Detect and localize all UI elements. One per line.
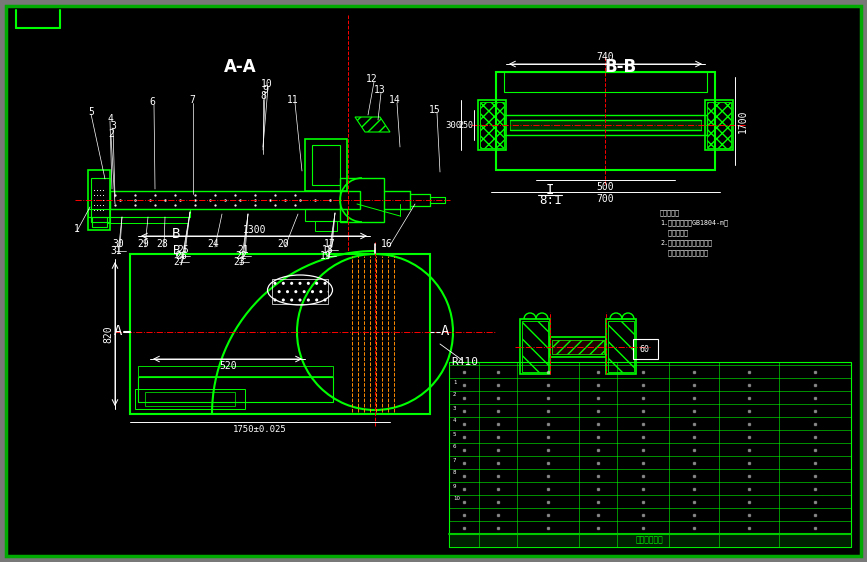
Text: R410: R410 — [452, 357, 479, 367]
Bar — [135, 389, 245, 409]
Bar — [707, 102, 731, 148]
Bar — [496, 72, 715, 170]
Text: I: I — [546, 183, 554, 197]
Bar — [478, 100, 506, 150]
Text: 5: 5 — [88, 107, 94, 117]
Text: 17: 17 — [324, 239, 336, 249]
Text: A-A: A-A — [224, 58, 257, 76]
Bar — [552, 340, 604, 354]
Bar — [552, 340, 604, 354]
Bar — [608, 321, 634, 372]
Bar — [88, 170, 110, 230]
Text: 5: 5 — [453, 432, 457, 437]
Text: 500: 500 — [596, 182, 614, 192]
Text: 24: 24 — [207, 239, 218, 249]
Text: 11: 11 — [287, 95, 299, 105]
Bar — [145, 392, 235, 406]
Text: 2: 2 — [108, 129, 114, 139]
Text: A: A — [440, 324, 449, 338]
Bar — [110, 191, 360, 209]
Bar — [510, 120, 701, 130]
Bar — [315, 221, 337, 231]
Text: 9: 9 — [453, 483, 457, 488]
Text: 820: 820 — [103, 325, 113, 343]
Text: B: B — [173, 243, 180, 256]
Bar — [449, 534, 851, 547]
Text: 23: 23 — [233, 257, 244, 267]
Bar — [138, 377, 333, 402]
Bar — [504, 115, 707, 135]
Text: 2: 2 — [453, 392, 457, 397]
Text: 18: 18 — [323, 245, 334, 255]
Text: 3: 3 — [110, 121, 116, 131]
Text: 1: 1 — [453, 379, 457, 384]
Bar — [522, 321, 548, 372]
Text: 7: 7 — [453, 457, 457, 463]
Text: 740: 740 — [596, 52, 614, 62]
Bar — [520, 319, 550, 374]
Text: 8: 8 — [260, 91, 266, 101]
Text: A: A — [114, 324, 122, 338]
Text: 22: 22 — [235, 251, 247, 261]
Bar — [130, 254, 430, 414]
Text: 1300: 1300 — [244, 225, 267, 235]
Bar — [449, 362, 851, 547]
Bar — [606, 319, 636, 374]
Bar — [92, 217, 107, 227]
Text: 29: 29 — [137, 239, 149, 249]
Bar — [340, 178, 384, 222]
Text: 20: 20 — [277, 239, 289, 249]
Text: 700: 700 — [596, 194, 614, 204]
Text: 31: 31 — [110, 246, 122, 256]
Text: 1750±0.025: 1750±0.025 — [233, 425, 287, 434]
Text: 15: 15 — [429, 105, 441, 115]
Text: 6: 6 — [149, 97, 155, 107]
Bar — [550, 337, 606, 357]
Bar — [633, 339, 658, 359]
Text: 10: 10 — [453, 496, 460, 501]
Text: B: B — [172, 227, 180, 241]
Text: 13: 13 — [375, 85, 386, 95]
Text: 19: 19 — [320, 251, 332, 261]
Text: 250: 250 — [459, 120, 473, 129]
Text: 27: 27 — [173, 257, 185, 267]
Bar — [504, 72, 707, 92]
Text: 10: 10 — [261, 79, 273, 89]
Text: 28: 28 — [156, 239, 168, 249]
Text: 12: 12 — [366, 74, 378, 84]
Bar — [272, 279, 328, 304]
Bar — [138, 366, 333, 376]
Bar — [305, 139, 347, 191]
Bar — [91, 178, 110, 222]
Text: 14: 14 — [389, 95, 401, 105]
Text: 300: 300 — [445, 120, 461, 129]
Text: 技术要求：
1.未注公差，按GB1804-m级
  对应偏差。
2.制造中的热处理，参数应
  符合图纸规定的要求。: 技术要求： 1.未注公差，按GB1804-m级 对应偏差。 2.制造中的热处理，… — [660, 209, 728, 256]
Bar — [480, 102, 504, 148]
Text: 3: 3 — [453, 406, 457, 410]
Text: 6: 6 — [453, 445, 457, 450]
Text: 26: 26 — [175, 251, 187, 261]
Text: 跑步机总装图: 跑步机总装图 — [636, 536, 664, 545]
Text: 25: 25 — [177, 245, 189, 255]
Text: 8: 8 — [453, 470, 457, 475]
Text: 16: 16 — [381, 239, 393, 249]
Bar — [88, 209, 190, 217]
Text: 60: 60 — [640, 345, 650, 353]
Text: 21: 21 — [238, 245, 249, 255]
Bar — [705, 100, 733, 150]
Text: 1: 1 — [74, 224, 80, 234]
Text: 520: 520 — [219, 361, 237, 371]
Text: 9: 9 — [262, 85, 268, 95]
Text: B-B: B-B — [605, 58, 637, 76]
Text: 1700: 1700 — [738, 109, 748, 133]
Bar — [312, 145, 340, 185]
Text: 4: 4 — [453, 419, 457, 424]
Text: 4: 4 — [107, 114, 113, 124]
Text: 30: 30 — [112, 239, 124, 249]
Text: 8:1: 8:1 — [538, 194, 561, 207]
Text: 7: 7 — [189, 95, 195, 105]
Bar — [305, 209, 347, 221]
